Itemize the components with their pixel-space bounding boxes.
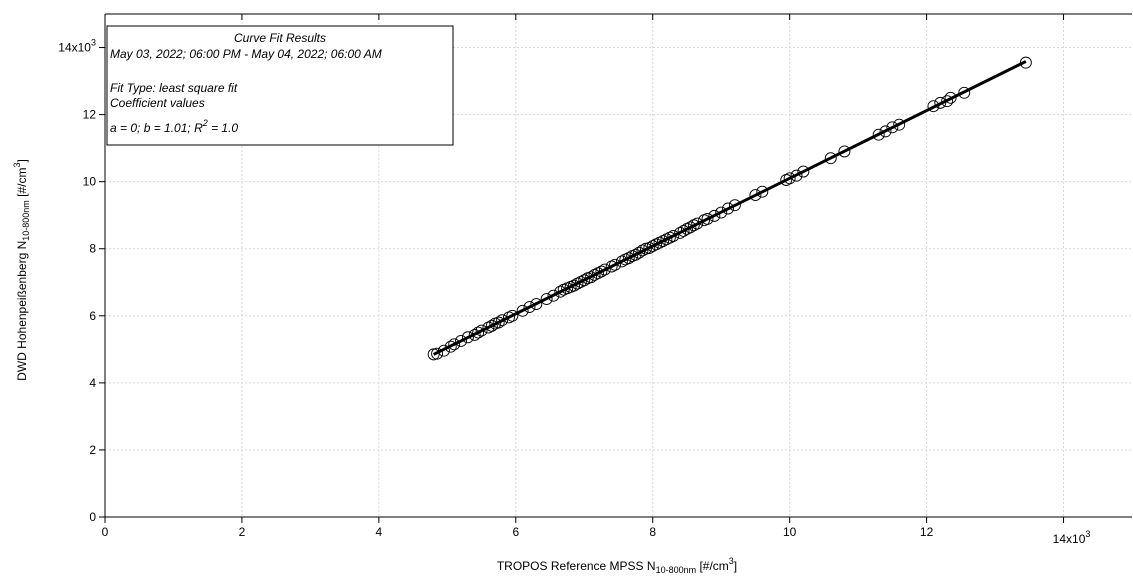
data-point	[797, 165, 810, 178]
x-tick-label: 14x103	[1053, 529, 1091, 546]
data-point	[629, 248, 642, 261]
data-point	[958, 86, 971, 99]
data-point	[838, 145, 851, 158]
x-tick-label: 10	[783, 525, 797, 539]
y-tick-label: 6	[89, 309, 96, 323]
x-tick-label: 8	[649, 525, 656, 539]
data-point	[886, 121, 899, 134]
x-tick-label: 0	[102, 525, 109, 539]
data-point	[824, 152, 837, 165]
data-point	[431, 347, 444, 360]
y-tick-label: 8	[89, 242, 96, 256]
data-point	[496, 314, 509, 327]
data-point	[708, 209, 721, 222]
data-point	[667, 230, 680, 242]
data-point	[783, 172, 796, 185]
data-point	[448, 338, 461, 351]
data-point	[622, 252, 635, 265]
ticks: 0 2 4 6 8 10 12 14x103 0 2 4 6 8 10 12 14x103	[58, 14, 1090, 546]
fit-box-fit-type: Fit Type: least square fit	[110, 81, 238, 95]
y-tick-label: 14x103	[58, 38, 96, 55]
data-point	[674, 227, 687, 239]
data-point	[749, 189, 762, 202]
x-axis-label: TROPOS Reference MPSS N10-800nm [#/cm3]	[497, 556, 737, 575]
x-tick-label: 12	[920, 525, 934, 539]
data-point	[927, 100, 940, 113]
data-point	[728, 199, 741, 212]
data-point	[598, 263, 611, 276]
data-point	[944, 91, 957, 104]
grid	[105, 14, 1132, 517]
data-point	[455, 335, 467, 347]
data-point	[516, 304, 529, 317]
fit-box-coefficient-values: Coefficient values	[110, 96, 205, 110]
data-point	[468, 328, 481, 341]
data-point	[722, 202, 734, 215]
data-point	[461, 331, 474, 344]
data-point	[472, 326, 485, 339]
x-tick-label: 4	[376, 525, 383, 539]
data-point	[684, 221, 697, 234]
data-point	[506, 309, 519, 322]
y-tick-label: 12	[83, 108, 97, 122]
x-tick-label: 2	[239, 525, 246, 539]
fit-line	[432, 60, 1027, 356]
data-point	[530, 298, 543, 311]
data-point	[595, 265, 608, 278]
data-point	[615, 255, 628, 268]
data-point	[492, 316, 505, 329]
data-point	[444, 340, 457, 353]
fit-box-title: Curve Fit Results	[234, 31, 326, 45]
data-point	[941, 95, 954, 108]
y-tick-label: 4	[89, 376, 96, 390]
data-point	[691, 217, 704, 230]
data-point	[633, 246, 645, 259]
fit-box-equation: a = 0; b = 1.01; R2 = 1.0	[110, 118, 238, 135]
data-point	[554, 285, 567, 298]
y-tick-label: 2	[89, 443, 96, 457]
data-point	[643, 242, 656, 255]
fit-box-period: May 03, 2022; 06:00 PM - May 04, 2022; 0…	[110, 47, 382, 61]
data-point	[578, 274, 591, 287]
data-point	[701, 212, 714, 225]
data-point	[547, 289, 560, 302]
data-point	[609, 258, 622, 271]
fit-box-frame	[106, 25, 454, 146]
y-tick-label: 10	[83, 175, 97, 189]
curve-fit-results-box: Curve Fit Results May 03, 2022; 06:00 PM…	[106, 25, 454, 146]
data-point	[485, 319, 498, 332]
data-point	[475, 324, 488, 337]
data-point	[756, 185, 769, 198]
data-point	[790, 169, 803, 182]
data-point	[523, 301, 536, 314]
data-point	[872, 128, 885, 141]
data-point	[540, 293, 553, 305]
data-point	[934, 96, 947, 109]
y-axis-label: DWD Hohenpeißenberg N10-800nm [#/cm3]	[12, 159, 31, 381]
data-points	[427, 56, 1032, 361]
data-point	[568, 279, 580, 292]
data-point	[893, 118, 906, 131]
data-point	[585, 271, 598, 284]
data-point	[677, 225, 690, 237]
data-point	[715, 206, 728, 219]
x-tick-label: 6	[512, 525, 519, 539]
y-tick-label: 0	[89, 510, 96, 524]
data-point	[879, 125, 892, 138]
